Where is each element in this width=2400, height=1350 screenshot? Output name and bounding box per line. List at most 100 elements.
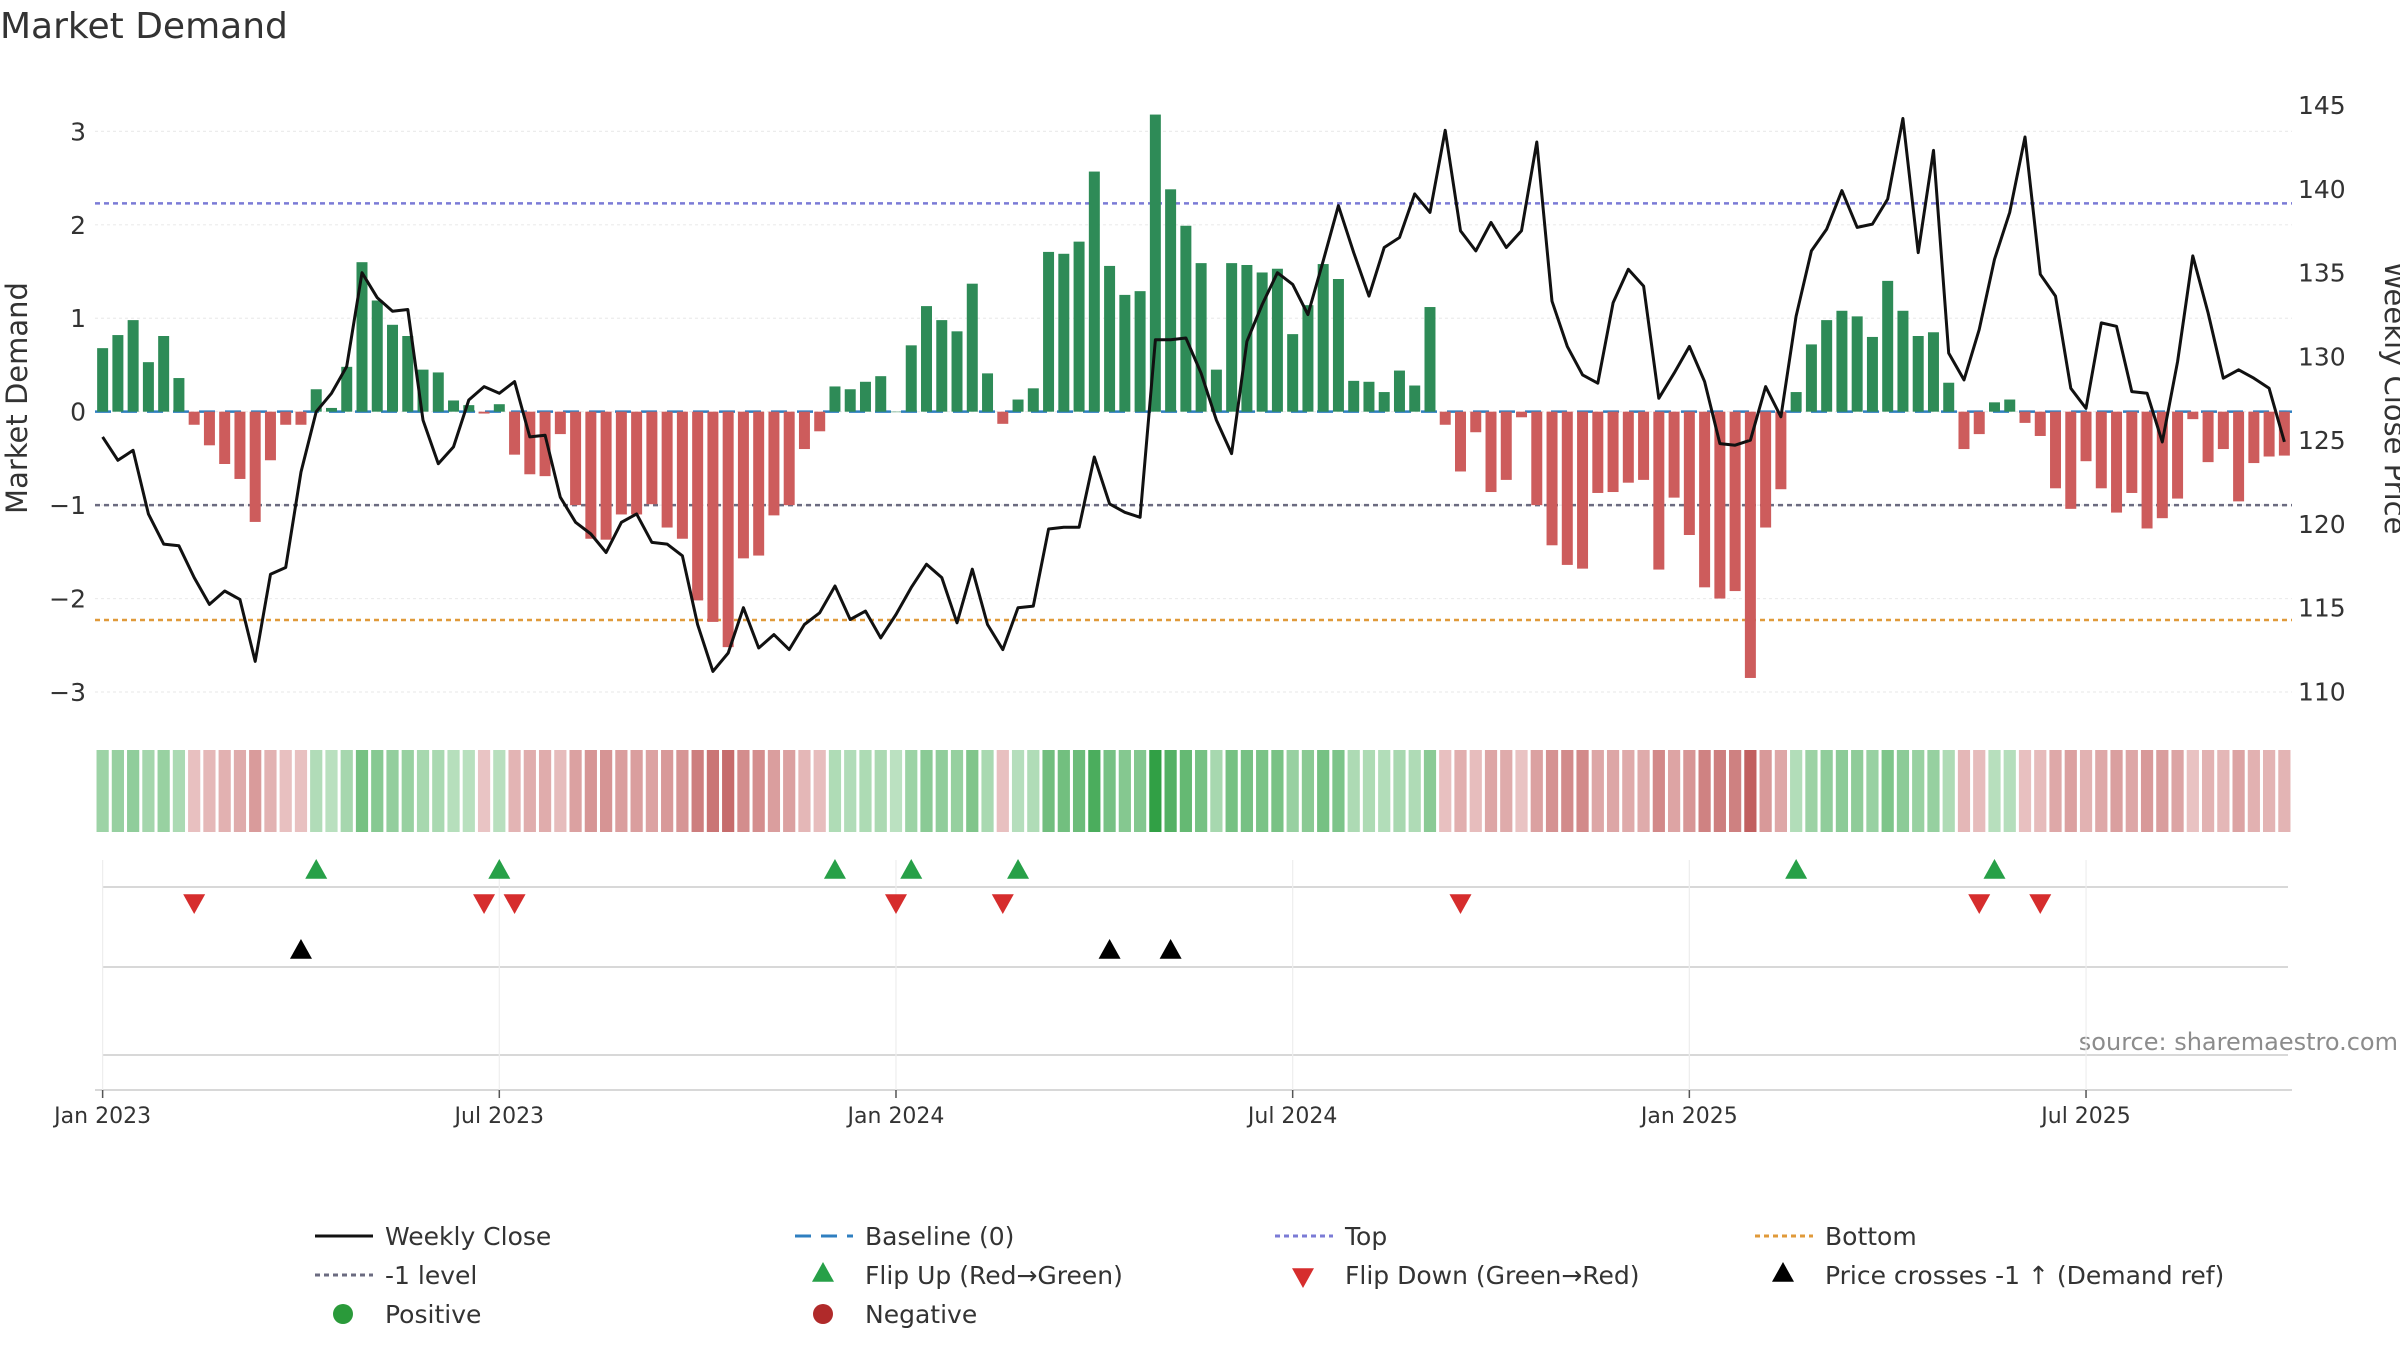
demand-bar-142 bbox=[2263, 411, 2275, 457]
heat-cell-22 bbox=[432, 750, 445, 832]
demand-bar-99 bbox=[1607, 411, 1619, 493]
x-axis: Jan 2023 Jul 2023 Jan 2024 Jul 2024 Jan 2025… bbox=[52, 1090, 2131, 1129]
heat-cell-63 bbox=[1057, 750, 1070, 832]
heat-cell-18 bbox=[371, 750, 384, 832]
demand-bar-128 bbox=[2050, 411, 2062, 489]
heat-cell-62 bbox=[1042, 750, 1055, 832]
demand-bar-79 bbox=[1302, 305, 1314, 412]
heat-cell-124 bbox=[1988, 750, 2001, 832]
demand-bar-137 bbox=[2187, 411, 2199, 420]
heat-cell-61 bbox=[1027, 750, 1040, 832]
demand-bar-78 bbox=[1287, 334, 1299, 412]
demand-bar-143 bbox=[2278, 411, 2290, 456]
legend-label-1: Baseline (0) bbox=[865, 1222, 1014, 1251]
demand-bar-134 bbox=[2141, 411, 2153, 529]
legend-label-0: Weekly Close bbox=[385, 1222, 551, 1251]
flip-up-marker-5 bbox=[1785, 859, 1808, 879]
demand-bar-28 bbox=[524, 411, 536, 475]
demand-bar-129 bbox=[2065, 411, 2077, 509]
heat-cell-37 bbox=[661, 750, 674, 832]
demand-bar-120 bbox=[1927, 332, 1939, 412]
heat-cell-143 bbox=[2278, 750, 2291, 832]
y2-axis-label: Weekly Close Price bbox=[2378, 262, 2400, 535]
demand-bar-126 bbox=[2019, 411, 2031, 423]
heat-cell-30 bbox=[554, 750, 567, 832]
y2-tick-label-2: 135 bbox=[2298, 259, 2346, 288]
demand-bar-34 bbox=[615, 411, 627, 515]
heat-cell-69 bbox=[1149, 750, 1162, 832]
heat-cell-39 bbox=[691, 750, 704, 832]
demand-bar-53 bbox=[905, 345, 917, 412]
x-tick-label-4: Jan 2025 bbox=[1639, 1104, 1738, 1129]
demand-bar-108 bbox=[1744, 411, 1756, 678]
heat-cell-118 bbox=[1896, 750, 1910, 832]
demand-bar-16 bbox=[341, 366, 353, 412]
demand-bar-98 bbox=[1592, 411, 1604, 493]
heat-cell-2 bbox=[127, 750, 140, 832]
y2-tick-label-6: 115 bbox=[2298, 594, 2346, 623]
legend-swatch-7 bbox=[1772, 1262, 1794, 1282]
source-note: source: sharemaestro.com bbox=[2079, 1028, 2398, 1056]
x-tick-label-2: Jan 2024 bbox=[846, 1104, 945, 1129]
heat-cell-59 bbox=[996, 750, 1009, 832]
demand-bar-51 bbox=[875, 376, 887, 412]
demand-bar-50 bbox=[859, 381, 871, 412]
heat-cell-74 bbox=[1225, 750, 1238, 832]
demand-bar-84 bbox=[1378, 392, 1390, 412]
demand-bar-14 bbox=[310, 389, 322, 412]
heat-cell-9 bbox=[233, 750, 247, 832]
heat-cell-76 bbox=[1256, 750, 1269, 832]
legend-label-7: Price crosses -1 ↑ (Demand ref) bbox=[1825, 1261, 2224, 1290]
demand-bar-18 bbox=[371, 300, 383, 412]
heat-cell-28 bbox=[523, 750, 536, 832]
flip-down-marker-1 bbox=[473, 894, 496, 914]
legend-label-3: Bottom bbox=[1825, 1222, 1917, 1251]
y-axis-label: Market Demand bbox=[0, 282, 34, 514]
y2-tick-label-7: 110 bbox=[2298, 678, 2346, 707]
demand-bar-54 bbox=[921, 306, 932, 412]
heat-cell-110 bbox=[1774, 750, 1787, 832]
demand-bar-82 bbox=[1348, 380, 1360, 412]
demand-bar-106 bbox=[1714, 411, 1726, 599]
heat-cell-67 bbox=[1118, 750, 1131, 832]
demand-bar-2 bbox=[127, 320, 139, 412]
demand-bar-97 bbox=[1577, 411, 1589, 569]
heat-cell-47 bbox=[813, 750, 826, 832]
demand-bar-127 bbox=[2034, 411, 2046, 436]
demand-bar-86 bbox=[1409, 385, 1421, 412]
heat-cell-140 bbox=[2232, 750, 2245, 832]
heat-cell-14 bbox=[310, 750, 323, 832]
heat-cell-56 bbox=[950, 750, 964, 832]
demand-bar-83 bbox=[1363, 381, 1375, 412]
heat-cell-127 bbox=[2034, 750, 2047, 832]
flip-down-marker-5 bbox=[1449, 894, 1472, 914]
demand-bar-125 bbox=[2004, 399, 2016, 412]
demand-bar-63 bbox=[1058, 253, 1070, 412]
demand-bar-112 bbox=[1805, 344, 1817, 412]
heat-cell-112 bbox=[1805, 750, 1818, 832]
heat-cell-82 bbox=[1347, 750, 1360, 832]
demand-bar-22 bbox=[432, 372, 444, 412]
demand-bar-4 bbox=[158, 336, 170, 412]
legend-swatch-5 bbox=[812, 1262, 834, 1282]
demand-bar-15 bbox=[325, 407, 337, 412]
demand-bar-5 bbox=[173, 378, 185, 412]
chart-title: Market Demand bbox=[0, 6, 288, 47]
heat-cell-31 bbox=[569, 750, 582, 832]
legend-swatch-6 bbox=[1292, 1268, 1314, 1288]
heat-cell-52 bbox=[889, 750, 903, 832]
demand-bar-77 bbox=[1271, 268, 1283, 412]
demand-bar-72 bbox=[1195, 263, 1207, 412]
heat-cell-20 bbox=[401, 750, 414, 832]
heat-cell-43 bbox=[752, 750, 765, 832]
demand-bar-130 bbox=[2080, 411, 2092, 462]
demand-bar-37 bbox=[661, 411, 673, 528]
heat-cell-132 bbox=[2110, 750, 2123, 832]
demand-bar-90 bbox=[1470, 411, 1482, 433]
heat-cell-90 bbox=[1469, 750, 1482, 832]
demand-bar-114 bbox=[1836, 310, 1848, 412]
demand-bar-57 bbox=[966, 283, 978, 412]
demand-bar-88 bbox=[1439, 411, 1451, 425]
heat-cell-84 bbox=[1378, 750, 1391, 832]
heat-cell-15 bbox=[325, 750, 338, 832]
